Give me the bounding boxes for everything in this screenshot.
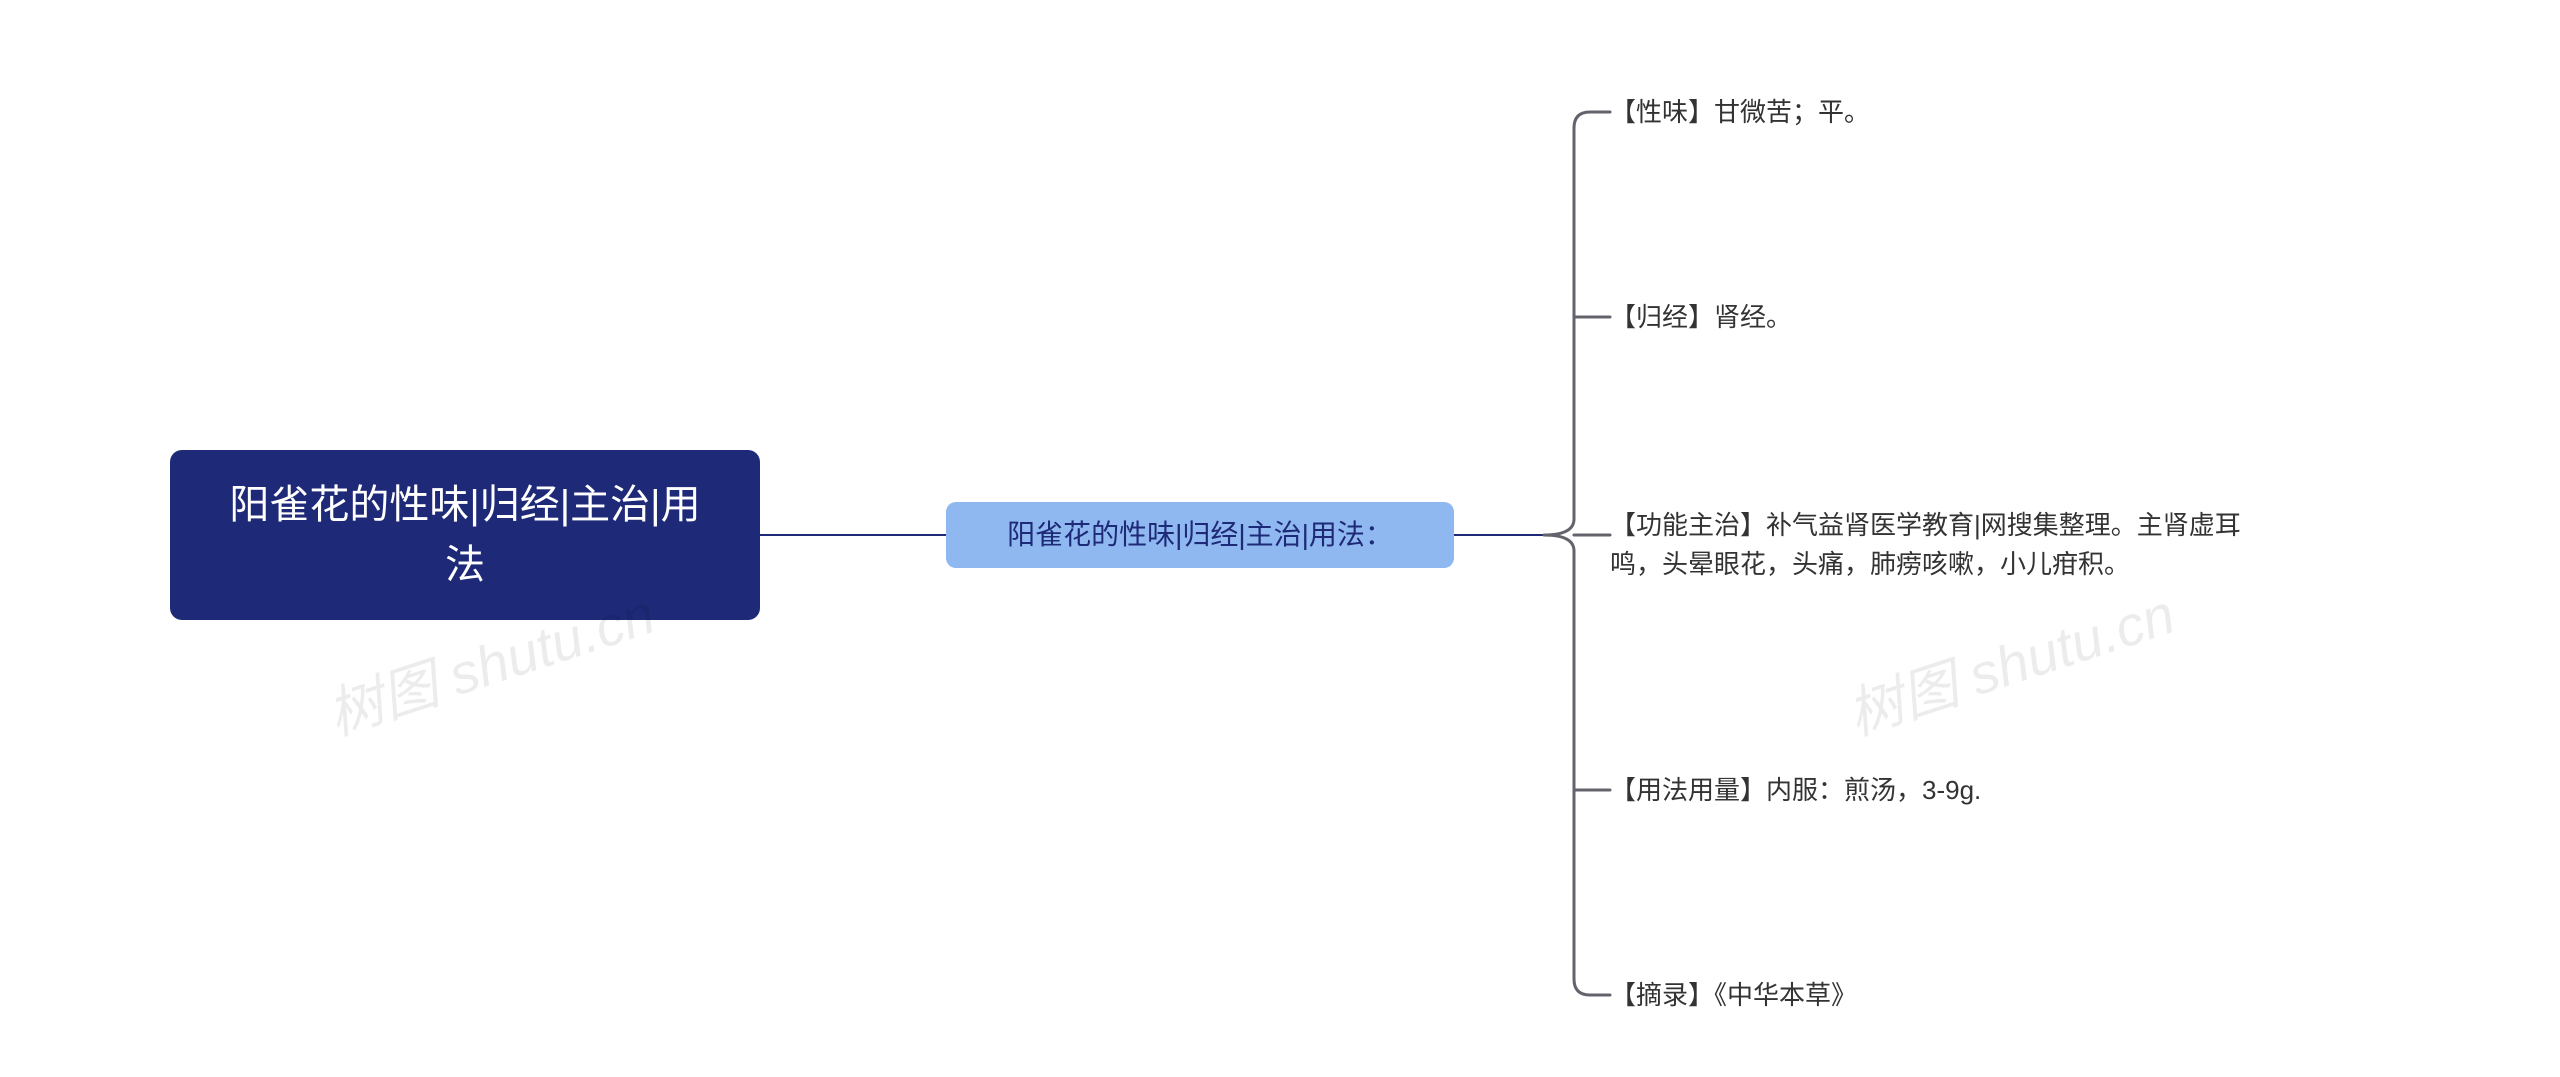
mindmap-canvas: 阳雀花的性味|归经|主治|用法 阳雀花的性味|归经|主治|用法： 【性味】甘微苦…	[0, 0, 2560, 1077]
leaf-node: 【用法用量】内服：煎汤，3-9g.	[1610, 770, 2310, 810]
leaf-text: 【性味】甘微苦；平。	[1610, 93, 1870, 132]
leaf-text: 【功能主治】补气益肾医学教育|网搜集整理。主肾虚耳鸣，头晕眼花，头痛，肺痨咳嗽，…	[1610, 506, 2270, 584]
leaf-text: 【归经】肾经。	[1610, 298, 1792, 337]
leaf-text: 【摘录】《中华本草》	[1610, 976, 1857, 1015]
leaf-node: 【功能主治】补气益肾医学教育|网搜集整理。主肾虚耳鸣，头晕眼花，头痛，肺痨咳嗽，…	[1610, 490, 2270, 600]
leaf-text: 【用法用量】内服：煎汤，3-9g.	[1610, 771, 1981, 810]
leaf-node: 【性味】甘微苦；平。	[1610, 92, 2310, 132]
sub-node-text: 阳雀花的性味|归经|主治|用法：	[1007, 514, 1393, 556]
sub-node: 阳雀花的性味|归经|主治|用法：	[946, 502, 1454, 568]
leaf-node: 【归经】肾经。	[1610, 297, 2310, 337]
root-node: 阳雀花的性味|归经|主治|用法	[170, 450, 760, 620]
root-node-text: 阳雀花的性味|归经|主治|用法	[210, 475, 720, 595]
leaf-node: 【摘录】《中华本草》	[1610, 975, 2310, 1015]
